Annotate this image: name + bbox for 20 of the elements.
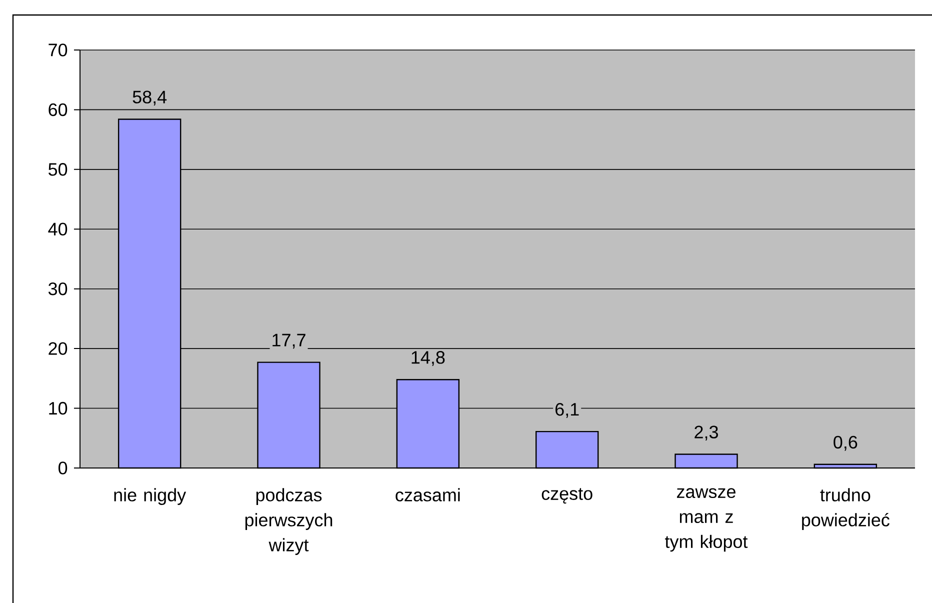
- y-tick-label: 40: [48, 222, 68, 236]
- y-tick-label: 0: [58, 462, 68, 474]
- y-tick-label: 50: [48, 163, 68, 176]
- x-tick-label: trudno powiedzieć: [802, 488, 890, 530]
- y-tick-label: 20: [48, 342, 68, 355]
- x-tick-label: podczas pierwszych wizyt: [245, 488, 332, 555]
- data-label: 58,4: [132, 90, 167, 106]
- x-tick-label: zawsze mam z tym kłopot: [665, 488, 748, 552]
- x-tick-label: często: [542, 488, 592, 504]
- y-tick-label: 60: [48, 103, 68, 116]
- y-tick-label: 30: [48, 282, 68, 296]
- data-label: 2,3: [694, 426, 718, 441]
- x-tick-label: czasami: [396, 488, 460, 502]
- x-tick-label: nie nigdy: [114, 488, 186, 505]
- y-tick-label: 70: [48, 44, 68, 56]
- data-label: 14,8: [412, 351, 445, 366]
- y-tick-label: 10: [49, 402, 68, 415]
- data-label: 0,6: [834, 436, 858, 451]
- data-label: 6,1: [556, 403, 579, 418]
- data-label: 17,7: [272, 334, 306, 349]
